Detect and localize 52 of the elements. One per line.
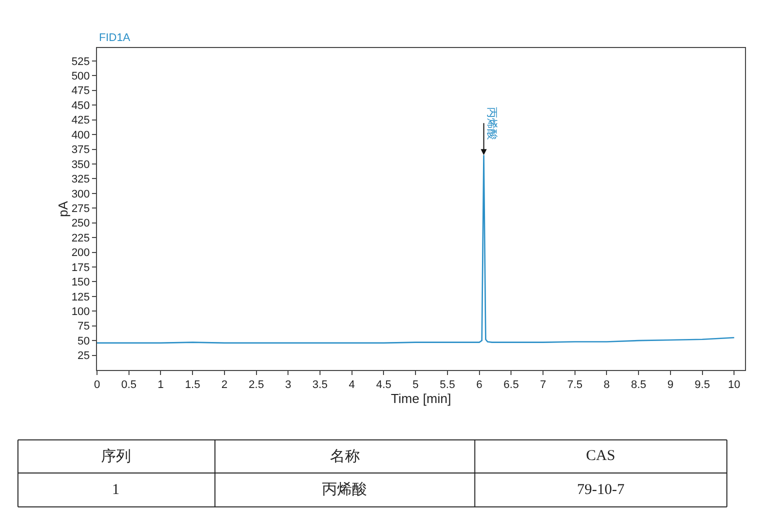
x-tick-label: 10 (728, 379, 740, 392)
y-tick-label: 25 (78, 350, 90, 362)
y-tick-label: 425 (71, 114, 90, 127)
y-tick-label: 200 (71, 247, 90, 260)
text: 79-10-7 (577, 482, 625, 498)
x-tick-label: 2.5 (248, 379, 264, 392)
y-tick-label: 175 (71, 262, 90, 274)
text: 丙烯酸 (322, 481, 367, 498)
x-tick-label: 1.5 (184, 379, 200, 392)
y-tick-label: 525 (71, 56, 90, 68)
y-tick-label: 125 (71, 291, 90, 304)
y-tick-label: 500 (71, 70, 90, 83)
x-tick-label: 3 (285, 379, 292, 392)
chart-title: FID1A (99, 32, 131, 44)
x-tick-label: 5 (412, 379, 419, 392)
x-tick-label: 0 (94, 379, 100, 392)
annotation: 丙烯酸 (485, 106, 498, 140)
y-tick-label: 75 (78, 320, 90, 333)
y-tick-label: 325 (71, 174, 90, 186)
x-tick-label: 7.5 (567, 379, 583, 392)
y-axis-title: pA (55, 200, 70, 217)
y-tick-label: 150 (71, 276, 90, 289)
y-tick-label: 400 (71, 129, 90, 142)
x-tick-label: 8.5 (630, 379, 646, 392)
y-tick-label: 450 (71, 100, 90, 112)
x-tick-label: 2 (221, 379, 228, 392)
y-tick-label: 475 (71, 85, 90, 98)
x-tick-label: 1 (158, 379, 164, 392)
x-tick-label: 5.5 (440, 379, 456, 392)
text: CAS (586, 448, 616, 464)
y-tick-label: 375 (71, 144, 90, 156)
x-axis-title: Time [min] (390, 391, 452, 406)
x-tick-label: 0.5 (121, 379, 137, 392)
y-tick-label: 300 (71, 188, 90, 200)
x-tick-label: 3.5 (312, 379, 328, 392)
text: 名称 (330, 448, 360, 465)
text: 1 (112, 482, 120, 498)
y-tick-label: 50 (78, 335, 90, 348)
y-tick-label: 100 (71, 306, 90, 318)
x-tick-label: 4.5 (376, 379, 392, 392)
text: 序列 (101, 448, 131, 465)
x-tick-label: 9 (667, 379, 674, 392)
y-tick-label: 275 (71, 202, 90, 215)
x-tick-label: 6 (476, 379, 482, 392)
y-tick-label: 350 (71, 158, 90, 171)
y-tick-label: 225 (71, 232, 90, 244)
x-tick-label: 7 (540, 379, 546, 392)
y-tick-label: 250 (71, 218, 90, 230)
x-tick-label: 9.5 (694, 379, 710, 392)
x-tick-label: 8 (604, 379, 610, 392)
x-tick-label: 4 (348, 379, 355, 392)
x-tick-label: 6.5 (504, 379, 519, 392)
